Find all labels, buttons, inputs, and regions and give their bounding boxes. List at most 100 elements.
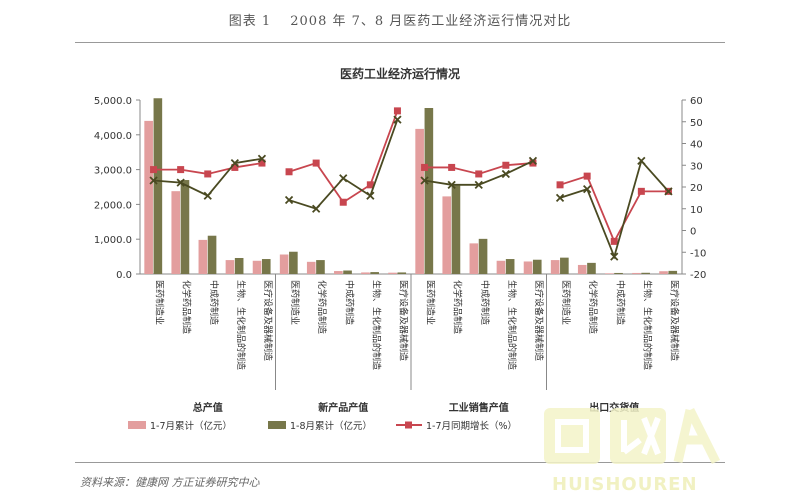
bar — [144, 120, 153, 274]
line-point — [583, 172, 591, 180]
line-point — [176, 178, 185, 187]
bar — [605, 273, 614, 274]
line-point — [421, 163, 429, 171]
right-tick-label: 10 — [690, 205, 703, 216]
category-label: 生物、生化制品的制造 — [235, 280, 247, 370]
line-point — [339, 198, 347, 206]
line-point — [203, 191, 212, 200]
category-label: 化学药品制造 — [452, 280, 464, 334]
category-label: 中成药制造 — [208, 280, 220, 325]
bar — [207, 235, 217, 274]
category-label: 医疗设备及器械制造 — [262, 280, 274, 361]
bar — [225, 260, 235, 274]
legend-marker — [405, 421, 412, 429]
left-tick-label: 0.0 — [116, 270, 132, 281]
bar — [469, 243, 479, 274]
group-label: 新产品产值 — [318, 401, 368, 414]
line-point — [583, 185, 592, 194]
category-label: 医药制造业 — [289, 280, 301, 325]
bar — [587, 262, 596, 274]
bar — [289, 251, 298, 274]
bar — [505, 259, 515, 274]
right-tick-label: 40 — [690, 140, 703, 151]
category-label: 生物、生化制品的制造 — [641, 280, 653, 370]
line-point — [447, 180, 456, 189]
category-label: 生物、生化制品的制造 — [506, 280, 518, 370]
category-label: 化学药品制造 — [316, 280, 328, 334]
bar — [153, 98, 163, 274]
category-label: 化学药品制造 — [181, 280, 193, 334]
line-point — [474, 180, 483, 189]
line-point — [285, 168, 293, 176]
line-point — [637, 156, 646, 166]
bar — [532, 259, 542, 274]
line-point — [501, 169, 510, 179]
bar — [442, 196, 452, 274]
line-point — [448, 163, 456, 171]
line-point — [637, 187, 645, 195]
bar — [334, 271, 343, 274]
line-point — [610, 252, 619, 261]
bar — [641, 272, 650, 274]
bar — [577, 264, 587, 274]
category-label: 医药制造业 — [154, 280, 166, 325]
bar — [397, 272, 407, 274]
bar — [659, 271, 668, 274]
bar — [415, 128, 424, 274]
line-point — [420, 176, 429, 185]
line-point — [284, 195, 294, 205]
bar — [180, 180, 190, 274]
bar — [279, 254, 289, 274]
legend-label: 1-8月累计（亿元） — [290, 420, 372, 432]
right-tick-label: 50 — [690, 118, 703, 129]
line-point — [475, 170, 483, 178]
right-tick-label: 0 — [690, 227, 696, 238]
bar — [234, 257, 244, 274]
left-tick-label: 2,000.0 — [94, 200, 132, 211]
left-tick-label: 4,000.0 — [94, 131, 132, 142]
right-tick-label: 60 — [690, 96, 703, 107]
group-label: 总产值 — [193, 401, 223, 414]
bar — [523, 261, 533, 274]
line-point — [366, 181, 374, 189]
line-point — [339, 174, 348, 183]
line-point — [257, 154, 267, 163]
bar — [451, 185, 461, 274]
category-label: 中成药制造 — [479, 280, 491, 325]
right-tick-label: -10 — [690, 248, 706, 259]
group-label: 工业销售产值 — [449, 401, 509, 414]
bar — [560, 257, 569, 274]
series-line — [288, 110, 399, 204]
bar — [343, 270, 352, 274]
category-label: 中成药制造 — [343, 280, 355, 325]
line-point — [610, 237, 618, 245]
legend-label: 1-7月同期增长（%） — [426, 420, 517, 432]
line-point — [366, 191, 375, 200]
watermark-text: HUISHOUREN — [552, 474, 698, 495]
line-point — [312, 159, 320, 167]
bar — [171, 191, 181, 274]
legend-swatch — [268, 421, 286, 429]
category-label: 化学药品制造 — [587, 280, 599, 334]
category-label: 医疗设备及器械制造 — [397, 280, 409, 361]
line-point — [556, 181, 564, 189]
top-rule — [75, 42, 725, 43]
line-point — [528, 156, 538, 166]
bar — [198, 239, 208, 274]
left-tick-label: 5,000.0 — [94, 96, 132, 107]
series-line — [288, 119, 399, 210]
bar — [306, 261, 316, 274]
category-label: 医疗设备及器械制造 — [668, 280, 680, 361]
legend-swatch — [128, 421, 146, 429]
line-point — [393, 115, 402, 124]
line-point — [502, 161, 510, 169]
bar — [550, 260, 560, 274]
right-tick-label: 30 — [690, 161, 703, 172]
line-point — [664, 187, 673, 196]
source-note: 资料来源：健康网 方正证券研究中心 — [80, 476, 260, 489]
bar — [478, 238, 488, 274]
bar — [496, 260, 506, 274]
bar — [370, 272, 379, 274]
line-point — [177, 166, 185, 174]
